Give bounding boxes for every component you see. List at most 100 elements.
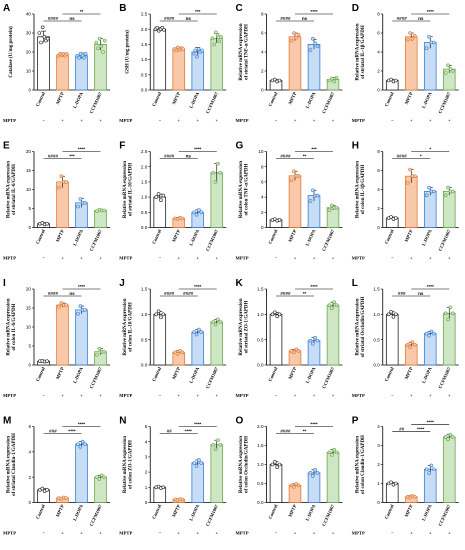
category-label: Control [384, 91, 395, 108]
data-point [308, 471, 313, 475]
y-tick-label: 0.0 [141, 88, 148, 93]
category-label: CCFM1067 [321, 91, 336, 115]
significance-label: ### [398, 291, 406, 296]
panel-label: L [352, 278, 358, 289]
significance-label: ### [49, 428, 57, 433]
data-point [424, 193, 429, 198]
data-point [211, 170, 216, 175]
data-point [334, 205, 339, 210]
category-label: L-DOPA [72, 228, 84, 246]
data-point [448, 67, 453, 71]
panel-L: L Relative mRNA expressionof striatal Occ… [352, 278, 459, 398]
data-point [197, 327, 201, 332]
y-tick-label: 0.5 [141, 72, 148, 77]
category-label: L-DOPA [305, 366, 317, 384]
y-tick-label: 8 [377, 149, 380, 154]
mptp-sign: − [391, 118, 394, 123]
y-tick-label: 2 [261, 210, 264, 215]
mptp-sign: − [158, 393, 161, 398]
data-point [275, 314, 279, 319]
y-tick-label: 0.0 [373, 363, 380, 368]
bar-l-dopa [423, 333, 437, 366]
data-point [180, 497, 185, 502]
data-point [334, 75, 339, 80]
data-point [102, 38, 107, 43]
data-point [218, 320, 223, 324]
data-point [210, 36, 215, 41]
y-tick-label: 0 [261, 225, 264, 230]
data-point [393, 481, 398, 486]
y-tick-label: 8 [377, 12, 380, 17]
y-tick-label: 0 [377, 500, 380, 505]
category-label: MPTP [404, 366, 414, 380]
data-point [412, 342, 417, 347]
mptp-sign: + [215, 531, 218, 536]
y-tick-label: 8 [261, 12, 264, 17]
category-label: CCFM1067 [205, 228, 220, 252]
category-label: L-DOPA [421, 503, 433, 521]
mptp-sign: + [448, 531, 451, 536]
mptp-sign: + [196, 531, 199, 536]
mptp-sign: + [196, 256, 199, 261]
mptp-label: MPTP [236, 118, 249, 123]
data-point [97, 477, 102, 481]
significance-label: *** [69, 153, 75, 158]
data-point [102, 349, 106, 354]
data-point [83, 308, 87, 312]
mptp-sign: + [61, 256, 64, 261]
bar-l-dopa [307, 472, 321, 503]
y-axis-label: Relative mRNA expressionof colon TNF-α/G… [239, 161, 250, 218]
data-point [97, 346, 102, 351]
y-tick-label: 4 [145, 439, 148, 444]
significance-label: **** [185, 428, 192, 433]
data-point [273, 310, 277, 315]
significance-label: #### [48, 153, 59, 158]
data-point [211, 320, 216, 324]
mptp-sign: − [42, 256, 45, 261]
data-point [162, 28, 166, 32]
data-point [408, 345, 412, 350]
data-point [45, 359, 49, 363]
y-tick-label: 6 [377, 168, 380, 173]
category-label: MPTP [287, 91, 297, 105]
significance-label: * [420, 153, 422, 158]
category-label: L-DOPA [188, 503, 200, 521]
data-point [95, 352, 99, 357]
category-label: L-DOPA [72, 91, 84, 109]
panel-label: F [119, 141, 125, 152]
category-label: CCFM1067 [437, 91, 452, 115]
data-point [450, 435, 455, 439]
data-point [156, 309, 161, 314]
mptp-label: MPTP [236, 531, 249, 536]
category-label: MPTP [171, 366, 181, 380]
panel-O: O Relative mRNA expressionof colon Occlud… [236, 416, 343, 536]
data-point [296, 483, 301, 488]
data-point [64, 496, 68, 500]
category-label: MPTP [55, 229, 65, 243]
y-tick-label: 4 [28, 449, 31, 454]
data-point [412, 34, 417, 38]
bar-mptp [288, 36, 302, 91]
mptp-sign: − [391, 531, 394, 536]
data-point [327, 208, 332, 212]
significance-label: ns [186, 16, 192, 21]
data-point [194, 464, 199, 468]
panel-label: J [119, 278, 125, 289]
y-tick-label: 0.0 [141, 363, 148, 368]
significance-label: #### [48, 291, 59, 296]
significance-label: ns [418, 16, 424, 21]
data-point [213, 180, 218, 184]
y-tick-label: 2 [145, 470, 148, 475]
y-tick-label: 6 [261, 180, 264, 185]
data-point [101, 50, 105, 54]
data-point [199, 461, 204, 465]
significance-label: **** [78, 421, 85, 426]
significance-label: **** [78, 146, 85, 151]
significance-label: **** [417, 426, 424, 431]
panel-label: I [3, 278, 6, 289]
data-point [270, 462, 275, 467]
y-tick-label: 3 [377, 443, 380, 448]
significance-label: **** [194, 421, 201, 426]
data-point [311, 188, 315, 193]
category-label: MPTP [171, 504, 181, 518]
